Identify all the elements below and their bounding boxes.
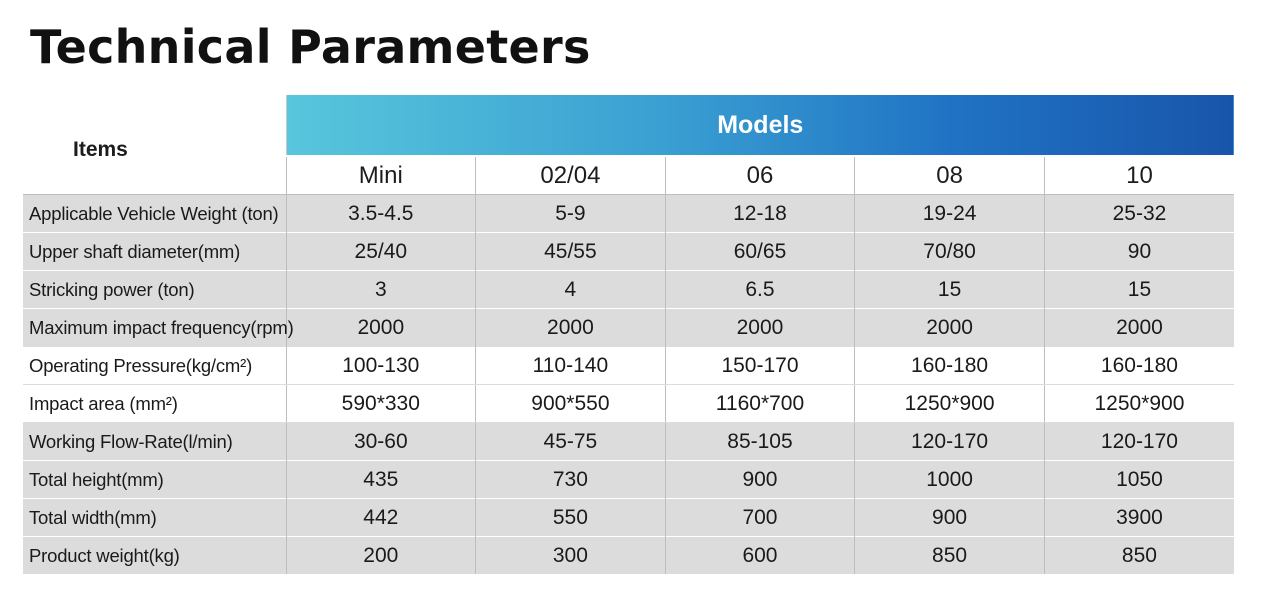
table-cell: 120-170 — [1043, 422, 1235, 461]
table-cell: 90 — [1043, 232, 1235, 271]
table-header-row: Items Models — [23, 95, 1235, 161]
items-column-header: Items — [73, 137, 128, 161]
table-cell: 1000 — [854, 460, 1045, 499]
table-cell: 200 — [285, 536, 476, 574]
row-label: Maximum impact frequency(rpm) — [23, 308, 294, 347]
table-cell: 590*330 — [285, 384, 476, 423]
table-cell: 442 — [285, 498, 476, 537]
table-cell: 25/40 — [285, 232, 476, 271]
table-cell: 2000 — [475, 308, 666, 347]
table-cell: 4 — [475, 270, 666, 309]
table-cell: 1050 — [1043, 460, 1235, 499]
row-label: Applicable Vehicle Weight (ton) — [23, 194, 286, 233]
table-cell: 15 — [854, 270, 1045, 309]
table-cell: 150-170 — [664, 346, 855, 385]
table-cell: 1250*900 — [854, 384, 1045, 423]
table-cell: 6.5 — [664, 270, 855, 309]
table-cell: 15 — [1043, 270, 1235, 309]
model-name: Mini — [285, 155, 476, 195]
table-row: Working Flow-Rate(l/min) 30-60 45-75 85-105… — [23, 422, 1235, 461]
table-cell: 85-105 — [664, 422, 855, 461]
row-label: Product weight(kg) — [23, 536, 286, 574]
table-cell: 730 — [475, 460, 666, 499]
table-cell: 120-170 — [854, 422, 1045, 461]
row-label: Total height(mm) — [23, 460, 286, 499]
table-cell: 60/65 — [664, 232, 855, 271]
table-row: Stricking power (ton) 3 4 6.5 15 15 — [23, 270, 1235, 309]
table-body: Applicable Vehicle Weight (ton) 3.5-4.5 5-… — [23, 194, 1235, 574]
table-cell: 1160*700 — [664, 384, 855, 423]
row-label: Upper shaft diameter(mm) — [23, 232, 286, 271]
table-cell: 45/55 — [475, 232, 666, 271]
table-row: Operating Pressure(kg/cm²) 100-130 110-140… — [23, 346, 1235, 385]
table-cell: 100-130 — [285, 346, 476, 385]
table-row: Impact area (mm²) 590*330 900*550 1160*700 1… — [23, 384, 1235, 423]
table-cell: 435 — [285, 460, 476, 499]
table-row: Product weight(kg) 200 300 600 850 850 — [23, 536, 1235, 574]
table-cell: 850 — [1043, 536, 1235, 574]
model-name: 08 — [854, 155, 1045, 195]
table-cell: 600 — [664, 536, 855, 574]
table-cell: 160-180 — [854, 346, 1045, 385]
model-name: 10 — [1043, 155, 1235, 195]
table-cell: 3 — [285, 270, 476, 309]
table-cell: 30-60 — [285, 422, 476, 461]
table-cell: 110-140 — [475, 346, 666, 385]
table-cell: 700 — [664, 498, 855, 537]
models-column-header: Models — [285, 95, 1235, 156]
table-cell: 2000 — [285, 308, 476, 347]
table-cell: 2000 — [664, 308, 855, 347]
technical-parameters-table: Items Models Mini 02/04 06 08 10 Applica… — [23, 95, 1235, 574]
model-names-row: Mini 02/04 06 08 10 — [23, 155, 1235, 195]
table-cell: 900*550 — [475, 384, 666, 423]
model-name: 06 — [664, 155, 855, 195]
row-label: Working Flow-Rate(l/min) — [23, 422, 286, 461]
table-cell: 1250*900 — [1043, 384, 1235, 423]
table-cell: 3.5-4.5 — [285, 194, 476, 233]
row-label: Stricking power (ton) — [23, 270, 286, 309]
table-row: Upper shaft diameter(mm) 25/40 45/55 60/65 7… — [23, 232, 1235, 271]
table-cell: 3900 — [1043, 498, 1235, 537]
table-cell: 160-180 — [1043, 346, 1235, 385]
row-label: Operating Pressure(kg/cm²) — [23, 346, 286, 385]
table-row: Total height(mm) 435 730 900 1000 1050 — [23, 460, 1235, 499]
table-cell: 850 — [854, 536, 1045, 574]
table-cell: 12-18 — [664, 194, 855, 233]
model-name: 02/04 — [475, 155, 666, 195]
table-cell: 25-32 — [1043, 194, 1235, 233]
table-cell: 19-24 — [854, 194, 1045, 233]
table-cell: 300 — [475, 536, 666, 574]
table-cell: 5-9 — [475, 194, 666, 233]
table-cell: 550 — [475, 498, 666, 537]
row-label: Impact area (mm²) — [23, 384, 286, 423]
table-row: Applicable Vehicle Weight (ton) 3.5-4.5 5-… — [23, 194, 1235, 233]
table-cell: 2000 — [1043, 308, 1235, 347]
row-label: Total width(mm) — [23, 498, 286, 537]
table-cell: 45-75 — [475, 422, 666, 461]
table-cell: 900 — [664, 460, 855, 499]
table-cell: 70/80 — [854, 232, 1045, 271]
table-row: Total width(mm) 442 550 700 900 3900 — [23, 498, 1235, 537]
table-cell: 900 — [854, 498, 1045, 537]
table-row: Maximum impact frequency(rpm) 2000 2000 200… — [23, 308, 1235, 347]
page-title: Technical Parameters — [30, 20, 591, 74]
table-cell: 2000 — [854, 308, 1045, 347]
